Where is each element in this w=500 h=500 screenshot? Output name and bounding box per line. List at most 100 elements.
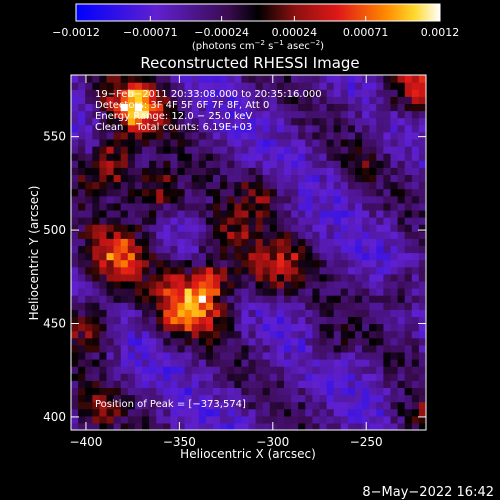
heatmap-cell bbox=[262, 302, 271, 310]
heatmap-cell bbox=[404, 131, 413, 140]
heatmap-cell bbox=[213, 117, 221, 126]
heatmap-cell bbox=[376, 273, 384, 282]
x-axis-label: Heliocentric X (arcsec) bbox=[180, 447, 316, 461]
heatmap-cell bbox=[149, 373, 157, 381]
heatmap-cell bbox=[106, 117, 115, 126]
heatmap-cell bbox=[319, 96, 328, 104]
heatmap-cell bbox=[241, 280, 250, 289]
heatmap-cell bbox=[255, 422, 264, 430]
heatmap-cell bbox=[234, 252, 242, 261]
heatmap-cell bbox=[142, 252, 150, 261]
heatmap-cell bbox=[326, 209, 335, 218]
heatmap-cell bbox=[404, 373, 413, 381]
heatmap-cell bbox=[369, 167, 377, 175]
heatmap-cell bbox=[326, 415, 335, 424]
heatmap-cell bbox=[269, 181, 278, 190]
heatmap-cell bbox=[142, 110, 150, 119]
heatmap-cell bbox=[340, 181, 349, 190]
heatmap-cell bbox=[248, 280, 257, 289]
x-tick-label: −400 bbox=[69, 435, 102, 449]
heatmap-cell bbox=[340, 153, 349, 161]
heatmap-cell bbox=[411, 302, 420, 310]
heatmap-cell bbox=[383, 295, 392, 303]
heatmap-cell bbox=[312, 359, 321, 367]
heatmap-cell bbox=[106, 181, 115, 190]
heatmap-cell bbox=[92, 209, 100, 218]
heatmap-cell bbox=[411, 309, 420, 317]
heatmap-cell bbox=[390, 302, 399, 310]
heatmap-cell bbox=[227, 273, 235, 282]
heatmap-cell bbox=[319, 138, 328, 147]
heatmap-cell bbox=[269, 245, 278, 254]
heatmap-cell bbox=[326, 181, 335, 190]
heatmap-cell bbox=[269, 96, 278, 104]
heatmap-cell bbox=[248, 245, 257, 254]
heatmap-cell bbox=[149, 259, 157, 268]
heatmap-cell bbox=[184, 337, 193, 346]
heatmap-cell bbox=[376, 217, 384, 225]
heatmap-cell bbox=[120, 131, 129, 140]
heatmap-cell bbox=[92, 380, 100, 388]
heatmap-cell bbox=[390, 337, 399, 346]
heatmap-cell bbox=[99, 117, 108, 126]
heatmap-cell bbox=[99, 209, 108, 218]
heatmap-cell bbox=[269, 266, 278, 275]
heatmap-cell bbox=[78, 337, 86, 346]
heatmap-cell bbox=[291, 217, 299, 225]
heatmap-cell bbox=[149, 160, 157, 168]
heatmap-cell bbox=[234, 224, 242, 232]
heatmap-cell bbox=[397, 110, 406, 119]
heatmap-cell bbox=[106, 415, 115, 424]
heatmap-cell bbox=[305, 110, 313, 119]
heatmap-cell bbox=[127, 231, 136, 239]
heatmap-cell bbox=[411, 131, 420, 140]
heatmap-cell bbox=[241, 259, 250, 268]
heatmap-cell bbox=[71, 259, 79, 268]
heatmap-cell bbox=[326, 138, 335, 147]
heatmap-cell bbox=[142, 394, 150, 403]
heatmap-cell bbox=[142, 202, 150, 211]
heatmap-cell bbox=[99, 195, 108, 204]
heatmap-cell bbox=[411, 330, 420, 339]
heatmap-cell bbox=[234, 188, 242, 197]
heatmap-cell bbox=[213, 401, 221, 410]
heatmap-cell bbox=[248, 422, 257, 430]
heatmap-cell bbox=[362, 387, 370, 396]
heatmap-cell bbox=[120, 344, 129, 353]
heatmap-cell bbox=[177, 401, 186, 410]
heatmap-cell bbox=[198, 252, 207, 261]
heatmap-cell bbox=[312, 273, 321, 282]
heatmap-cell bbox=[220, 252, 228, 261]
heatmap-cell bbox=[276, 344, 285, 353]
heatmap-cell bbox=[383, 224, 392, 232]
heatmap-cell bbox=[92, 266, 100, 275]
heatmap-cell bbox=[269, 160, 278, 168]
heatmap-cell bbox=[78, 153, 86, 161]
heatmap-cell bbox=[99, 252, 108, 261]
heatmap-cell bbox=[220, 153, 228, 161]
heatmap-cell bbox=[248, 415, 257, 424]
heatmap-cell bbox=[255, 181, 264, 190]
heatmap-cell bbox=[184, 366, 193, 374]
heatmap-cell bbox=[106, 238, 115, 246]
heatmap-cell bbox=[142, 209, 150, 218]
heatmap-cell bbox=[92, 351, 100, 360]
heatmap-cell bbox=[248, 110, 257, 119]
heatmap-cell bbox=[340, 174, 349, 183]
heatmap-cell bbox=[163, 259, 171, 268]
heatmap-cell bbox=[156, 231, 164, 239]
heatmap-cell bbox=[411, 288, 420, 296]
heatmap-cell bbox=[99, 422, 108, 430]
heatmap-cell bbox=[284, 408, 292, 417]
heatmap-cell bbox=[234, 373, 242, 381]
heatmap-cell bbox=[376, 124, 384, 133]
heatmap-cell bbox=[142, 153, 150, 161]
heatmap-cell bbox=[333, 245, 342, 254]
heatmap-cell bbox=[120, 146, 129, 154]
heatmap-cell bbox=[113, 266, 122, 275]
heatmap-cell bbox=[134, 202, 143, 211]
heatmap-cell bbox=[120, 174, 129, 183]
heatmap-cell bbox=[369, 330, 377, 339]
heatmap-cell bbox=[376, 174, 384, 183]
heatmap-cell bbox=[347, 366, 356, 374]
